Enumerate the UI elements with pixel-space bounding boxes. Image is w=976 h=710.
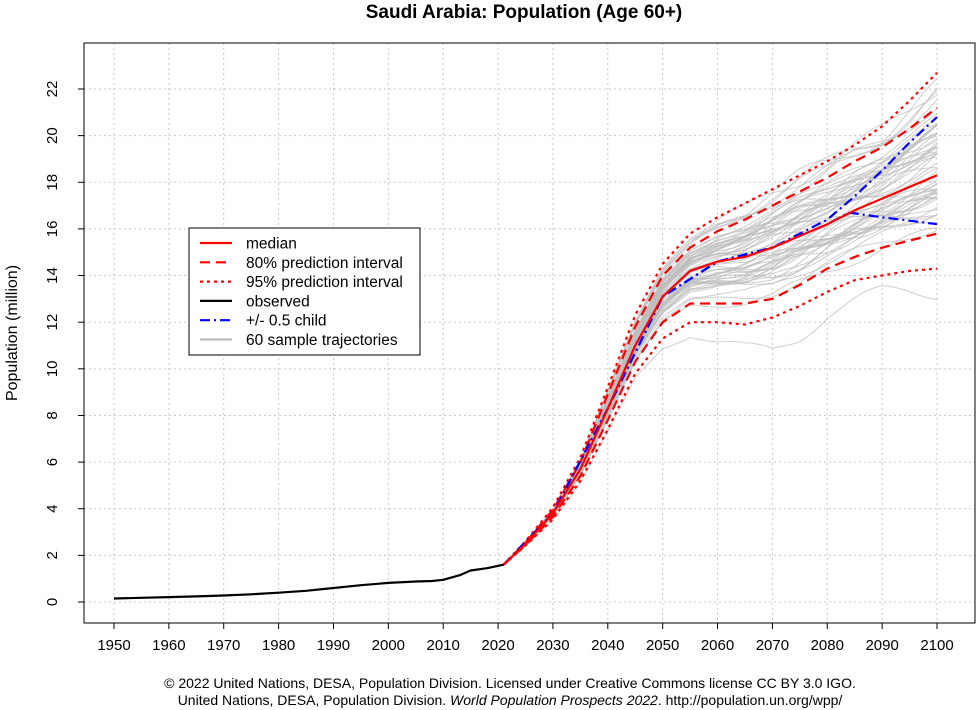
y-tick-label: 12 <box>44 314 61 331</box>
footer-citation: United Nations, DESA, Population Divisio… <box>178 692 843 708</box>
legend-label: +/- 0.5 child <box>246 313 327 330</box>
y-tick-label: 2 <box>44 551 61 559</box>
y-tick-label: 20 <box>44 127 61 144</box>
footer-citation-url: . http://population.un.org/wpp/ <box>658 692 843 708</box>
x-tick-label: 2030 <box>536 637 569 654</box>
x-tick-label: 1960 <box>152 637 185 654</box>
sample-trajectory-line <box>503 133 938 566</box>
chart-title: Saudi Arabia: Population (Age 60+) <box>366 2 683 23</box>
y-axis: 0 2 4 6 8 10 12 14 16 18 20 22 <box>44 81 84 606</box>
sample-trajectory-line <box>503 135 938 566</box>
sample-trajectory-line <box>503 146 938 566</box>
sample-trajectory-line <box>503 285 938 566</box>
y-tick-label: 14 <box>44 267 61 284</box>
y-tick-label: 22 <box>44 81 61 98</box>
sample-trajectory-line <box>503 180 938 566</box>
legend-label: 60 sample trajectories <box>246 332 398 349</box>
x-tick-label: 2070 <box>756 637 789 654</box>
series-line-95-lower <box>502 267 938 566</box>
x-tick-label: 2090 <box>865 637 898 654</box>
legend-box <box>188 227 421 356</box>
sample-trajectory-line <box>503 113 938 566</box>
series-line-80-lower <box>502 232 938 566</box>
series-line--0-5-child <box>502 211 938 566</box>
x-tick-label: 2060 <box>701 637 734 654</box>
x-tick-label: 2050 <box>646 637 679 654</box>
series-line-80-upper <box>502 106 938 566</box>
y-tick-label: 8 <box>44 411 61 419</box>
series-lines <box>113 71 938 600</box>
x-tick-label: 2080 <box>811 637 844 654</box>
y-tick-label: 18 <box>44 174 61 191</box>
y-tick-label: 6 <box>44 458 61 466</box>
x-tick-label: 1950 <box>97 637 130 654</box>
y-tick-label: 10 <box>44 360 61 377</box>
legend-label: median <box>246 236 297 253</box>
sample-trajectory-line <box>503 214 938 566</box>
x-tick-label: 1970 <box>207 637 240 654</box>
y-tick-label: 0 <box>44 598 61 606</box>
sample-trajectory-line <box>503 99 938 566</box>
footer-citation-title: World Population Prospects 2022 <box>450 692 658 708</box>
footer-citation-source: United Nations, DESA, Population Divisio… <box>178 692 450 708</box>
series-line-observed <box>113 563 504 600</box>
sample-trajectory-line <box>503 214 938 566</box>
legend-label: 95% prediction interval <box>246 274 403 291</box>
y-axis-label: Population (million) <box>4 265 21 401</box>
footer-copyright: © 2022 United Nations, DESA, Population … <box>164 675 856 691</box>
x-tick-label: 1980 <box>262 637 295 654</box>
plot-frame <box>83 42 976 624</box>
x-tick-label: 2100 <box>920 637 953 654</box>
sample-trajectory-line <box>503 142 938 566</box>
x-axis: 1950 1960 1970 1980 1990 2000 2010 2020 2030 2040… <box>97 623 954 654</box>
sample-trajectory-line <box>503 230 938 566</box>
sample-trajectory-line <box>503 147 938 566</box>
sample-trajectory-line <box>503 193 938 566</box>
x-tick-label: 1990 <box>317 637 350 654</box>
legend-label: 80% prediction interval <box>246 255 403 272</box>
x-tick-label: 2010 <box>427 637 460 654</box>
sample-trajectory-line <box>503 133 938 566</box>
series-line-95-upper <box>502 71 938 566</box>
y-tick-label: 4 <box>44 505 61 513</box>
grid <box>84 43 975 623</box>
sample-trajectory-line <box>503 214 938 566</box>
x-tick-label: 2020 <box>481 637 514 654</box>
sample-trajectory-line <box>503 180 938 566</box>
x-tick-label: 2000 <box>372 637 405 654</box>
y-tick-label: 16 <box>44 221 61 238</box>
sample-trajectory-line <box>503 184 938 566</box>
sample-trajectory-line <box>503 145 938 566</box>
x-tick-label: 2040 <box>591 637 624 654</box>
legend: median 80% prediction interval 95% predict… <box>188 227 421 356</box>
series-line-median <box>502 174 938 566</box>
legend-label: observed <box>246 293 310 310</box>
